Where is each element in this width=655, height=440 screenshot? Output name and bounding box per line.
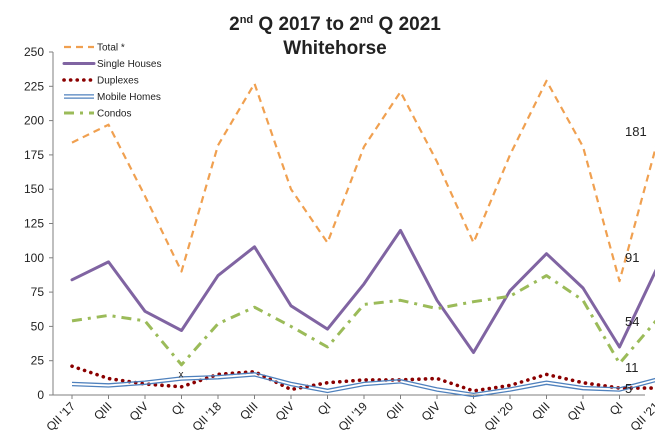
y-tick-label: 250 [24,45,44,59]
y-tick-label: 50 [31,319,45,333]
x-tick-label: QIII [237,399,261,423]
legend-label: Single Houses [97,59,161,70]
y-tick-label: 200 [24,114,44,128]
y-axis: 0 25 50 75 100 125 150 175 200 225 250 [24,45,54,402]
end-value-label: 5 [625,381,632,396]
y-tick-label: 175 [24,148,44,162]
x-tick-label: QI [315,399,334,418]
chart-title-line-2: Whitehorse [283,38,386,59]
legend-item: Duplexes [62,76,139,87]
legend-item: Mobile Homes [64,92,161,103]
y-tick-label: 150 [24,182,44,196]
x-tick-label: QIV [127,399,152,424]
series-line [71,79,655,283]
y-tick-label: 0 [37,388,44,402]
end-value-label: 91 [625,250,639,265]
series-layer: x [70,79,655,398]
x-tick-label: QI [169,399,188,418]
chart-title-line-1: 2nd Q 2017 to 2nd Q 2021 [229,14,441,35]
x-tick-label: QII '20 [481,399,516,434]
annotation-marker: x [179,370,184,381]
y-tick-label: 225 [24,79,44,93]
legend-label: Duplexes [97,76,139,87]
end-value-label: 181 [625,124,647,139]
series-0 [71,79,655,283]
series-line [71,375,655,398]
x-tick-label: QIV [419,399,444,424]
y-tick-label: 75 [31,285,45,299]
x-tick-label: QII '18 [189,399,224,434]
legend-label: Condos [97,109,131,120]
legend-item: Single Houses [62,59,161,70]
series-4 [71,274,655,367]
x-tick-label: QI [461,399,480,418]
legend-item: Condos [64,109,131,120]
x-tick-label: QIV [273,399,298,424]
y-tick-label: 125 [24,217,44,231]
legend-label: Mobile Homes [97,92,161,103]
x-tick-label: QII '17 [43,399,78,434]
legend-item: Total * [64,43,125,54]
legend: Total * Single Houses Duplexes Mobile Homes… [62,43,161,120]
x-axis: QII '17 QIII QIV QI QII '18 QIII QIV QI QII '19 Q… [43,394,655,434]
x-tick-label: QIII [529,399,553,423]
series-line [70,228,655,354]
y-tick-label: 25 [31,354,45,368]
series-line [70,364,655,393]
series-1 [70,228,655,354]
end-labels: 181 91 54 11 5 [625,124,647,396]
y-tick-label: 100 [24,251,44,265]
x-tick-label: QIII [383,399,407,423]
series-line [71,372,655,395]
x-tick-label: QII '21 [627,399,655,434]
end-value-label: 54 [625,314,639,329]
series-3 [71,372,655,398]
x-tick-label: QIII [91,399,115,423]
x-tick-label: QII '19 [335,399,370,434]
end-value-label: 11 [625,360,639,375]
x-tick-label: QI [607,399,626,418]
legend-label: Total * [97,43,125,54]
x-tick-label: QIV [565,399,590,424]
